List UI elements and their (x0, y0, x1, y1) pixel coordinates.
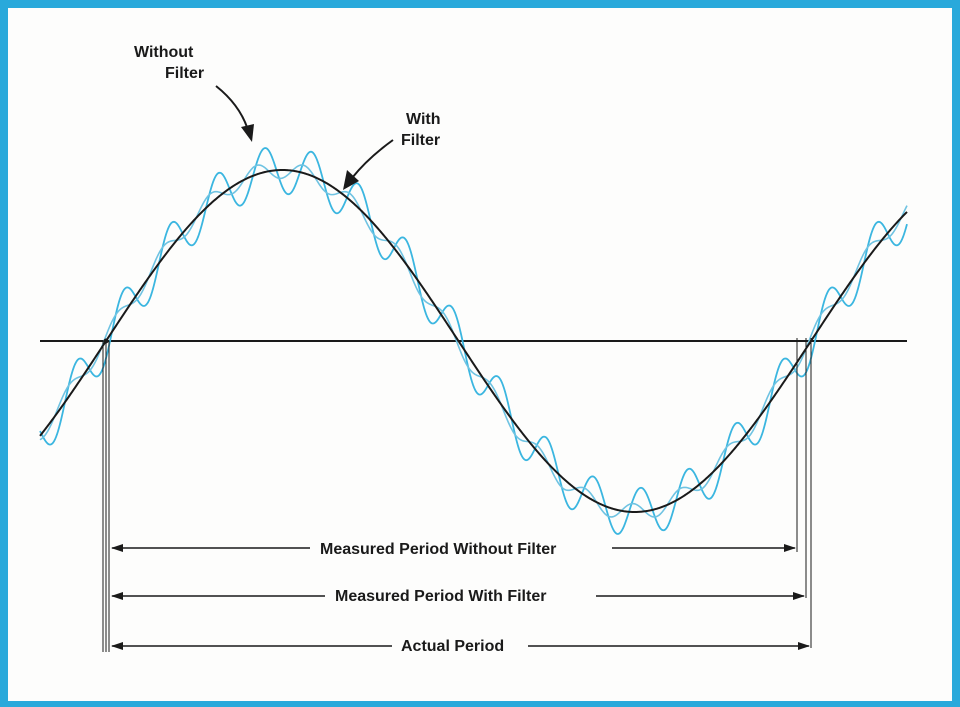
label-without-filter-line1: Without (134, 44, 194, 61)
pointer-arrowhead-without-filter-icon (241, 124, 254, 142)
fundamental-signal-waveform (39, 169, 908, 513)
pointer-arrow-without-filter (215, 85, 249, 131)
label-measured-period-with-filter: Measured Period With Filter (335, 588, 546, 605)
label-with-filter-line1: With (406, 111, 441, 128)
pointer-arrowhead-with-filter-icon (343, 170, 359, 190)
label-actual-period: Actual Period (401, 638, 504, 655)
label-with-filter-line2: Filter (401, 132, 440, 149)
filtered-signal-waveform (39, 164, 908, 518)
crossing-dot (103, 338, 109, 344)
label-measured-period-without-filter: Measured Period Without Filter (320, 541, 556, 558)
pointer-arrow-with-filter (351, 139, 394, 179)
label-without-filter-line2: Filter (165, 65, 204, 82)
